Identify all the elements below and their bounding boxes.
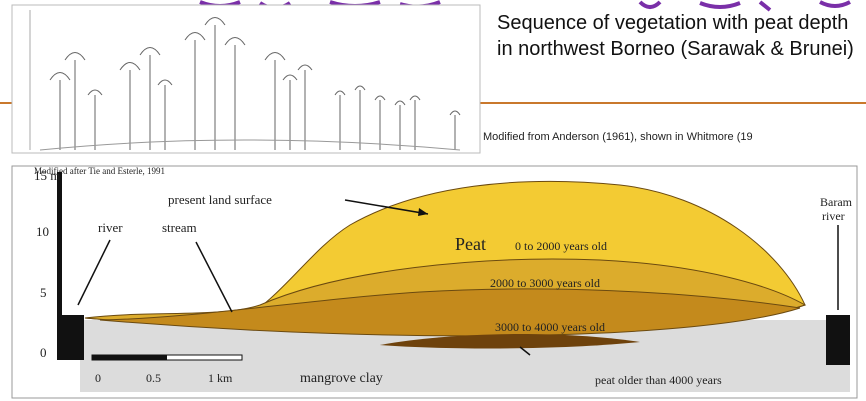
clay-layer <box>80 320 850 392</box>
peat-oldest <box>380 334 640 349</box>
arrow <box>519 346 531 356</box>
depth-axis <box>57 172 62 360</box>
surface-label: present land surface <box>168 192 272 207</box>
layer-label: 2000 to 3000 years old <box>490 276 600 290</box>
source-note: Modified from Anderson (1961), shown in … <box>483 131 753 143</box>
axis-label: 0 <box>40 345 47 360</box>
river-label: river <box>98 220 123 235</box>
layer-label: 3000 to 4000 years old <box>495 320 605 334</box>
layer-label: 0 to 2000 years old <box>515 239 607 253</box>
arrow <box>344 199 429 215</box>
arrow <box>77 239 111 306</box>
oldest-label: peat older than 4000 years <box>595 373 722 387</box>
axis-label: 10 <box>36 224 49 239</box>
vegetation-sketch <box>11 4 481 154</box>
caption: Sequence of vegetation with peat depth i… <box>497 12 854 60</box>
scale-bar-fill <box>92 355 167 360</box>
baram-bank <box>826 315 850 365</box>
axis-label: 15 m <box>34 168 60 183</box>
peat-layer-3 <box>99 288 801 337</box>
stream-label: stream <box>162 220 197 235</box>
credit: Modified after Tie and Esterle, 1991 <box>34 166 165 176</box>
scale-label: 0 <box>95 371 101 385</box>
scale-label: 0.5 <box>146 371 161 385</box>
baram-label-line: Baram river <box>820 195 853 223</box>
river-bank <box>62 315 84 360</box>
peat-label: Peat <box>455 234 486 254</box>
scale-label: 1 km <box>208 371 233 385</box>
arrowhead <box>418 208 428 216</box>
axis-label: 5 <box>40 285 47 300</box>
clay-label: mangrove clay <box>300 371 383 386</box>
arrow <box>195 241 233 313</box>
